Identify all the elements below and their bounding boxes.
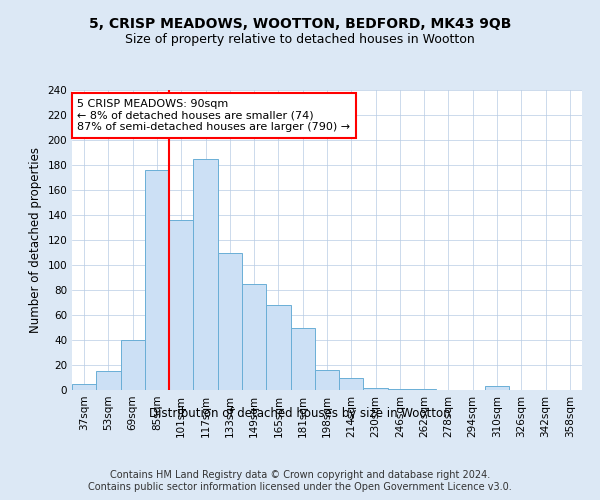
Bar bbox=[242, 284, 266, 390]
Text: Distribution of detached houses by size in Wootton: Distribution of detached houses by size … bbox=[149, 408, 451, 420]
Bar bbox=[485, 386, 509, 390]
Bar bbox=[169, 220, 193, 390]
Bar bbox=[145, 170, 169, 390]
Text: Size of property relative to detached houses in Wootton: Size of property relative to detached ho… bbox=[125, 32, 475, 46]
Text: 5 CRISP MEADOWS: 90sqm
← 8% of detached houses are smaller (74)
87% of semi-deta: 5 CRISP MEADOWS: 90sqm ← 8% of detached … bbox=[77, 99, 350, 132]
Text: Contains public sector information licensed under the Open Government Licence v3: Contains public sector information licen… bbox=[88, 482, 512, 492]
Bar bbox=[364, 388, 388, 390]
Bar bbox=[193, 159, 218, 390]
Bar bbox=[96, 371, 121, 390]
Bar bbox=[218, 252, 242, 390]
Bar bbox=[290, 328, 315, 390]
Bar bbox=[72, 384, 96, 390]
Bar bbox=[266, 305, 290, 390]
Text: Contains HM Land Registry data © Crown copyright and database right 2024.: Contains HM Land Registry data © Crown c… bbox=[110, 470, 490, 480]
Text: 5, CRISP MEADOWS, WOOTTON, BEDFORD, MK43 9QB: 5, CRISP MEADOWS, WOOTTON, BEDFORD, MK43… bbox=[89, 18, 511, 32]
Y-axis label: Number of detached properties: Number of detached properties bbox=[29, 147, 42, 333]
Bar bbox=[339, 378, 364, 390]
Bar bbox=[412, 389, 436, 390]
Bar bbox=[388, 389, 412, 390]
Bar bbox=[315, 370, 339, 390]
Bar bbox=[121, 340, 145, 390]
